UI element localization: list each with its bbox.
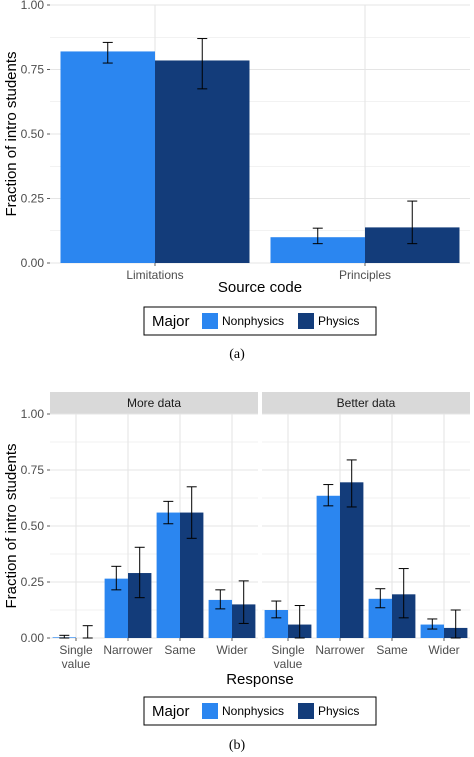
bar-nonphysics [264,610,288,638]
y-tick-label: 0.00 [21,256,45,270]
x-tick-label-line: value [274,657,303,671]
y-tick-label: 1.00 [21,0,45,12]
x-tick-label-line: Narrower [315,643,364,657]
x-tick-label-line: Narrower [103,643,152,657]
x-tick-label-line: Single [271,643,305,657]
legend-box [143,306,377,336]
y-tick-label: 0.25 [21,575,45,589]
x-tick-label-line: Wider [216,643,247,657]
x-axis-title: Response [226,671,294,688]
x-tick-label: Single value [59,643,93,671]
x-tick-label: Narrower [103,643,152,657]
panel-label: (b) [229,738,246,753]
legend-swatch-physics [298,703,314,719]
bar-nonphysics [316,495,340,638]
x-tick-label-line: Limitations [126,268,183,282]
x-tick-label: Principles [339,268,391,282]
y-tick-label: 0.75 [21,463,45,477]
y-tick-label: 0.25 [21,192,45,206]
y-tick-label: 1.00 [21,407,45,421]
y-tick-label: 0.50 [21,519,45,533]
bar-nonphysics [156,512,180,638]
panel-label: (a) [229,347,245,362]
legend-box [143,696,377,726]
x-tick-label: Limitations [126,268,183,282]
bar-nonphysics [60,51,155,263]
legend-label-physics: Physics [318,704,359,718]
legend-swatch-nonphysics [202,703,218,719]
legend-title: Major [152,313,190,330]
legend-label-nonphysics: Nonphysics [222,704,284,718]
x-axis-title: Source code [218,279,302,296]
facet-title: More data [127,396,181,410]
bar-physics [155,60,250,263]
x-tick-label-line: Principles [339,268,391,282]
bar-physics [128,573,152,638]
bar-nonphysics [104,578,128,638]
y-tick-label: 0.75 [21,63,45,77]
legend-swatch-nonphysics [202,313,218,329]
bar-nonphysics [368,598,392,638]
facet-strip [50,392,258,414]
facet-title: Better data [337,396,396,410]
legend-swatch-physics [298,313,314,329]
bar-nonphysics [208,599,232,638]
x-tick-label: Single value [271,643,305,671]
x-tick-label-line: Same [164,643,196,657]
bar-physics [180,512,204,638]
facet-strip [262,392,470,414]
x-tick-label-line: Same [376,643,408,657]
x-tick-label: Wider [428,643,459,657]
y-axis-title: Fraction of intro students [3,443,20,608]
bar-nonphysics [420,624,444,638]
x-tick-label-line: Single [59,643,93,657]
x-tick-label-line: value [62,657,91,671]
y-tick-label: 0.50 [21,127,45,141]
x-tick-label: Wider [216,643,247,657]
bar-physics [340,482,364,638]
y-axis-title: Fraction of intro students [3,51,20,216]
legend-label-nonphysics: Nonphysics [222,314,284,328]
legend-label-physics: Physics [318,314,359,328]
y-tick-label: 0.00 [21,631,45,645]
x-tick-label: Same [164,643,196,657]
x-tick-label: Same [376,643,408,657]
legend-title: Major [152,703,190,720]
x-tick-label: Narrower [315,643,364,657]
x-tick-label-line: Wider [428,643,459,657]
